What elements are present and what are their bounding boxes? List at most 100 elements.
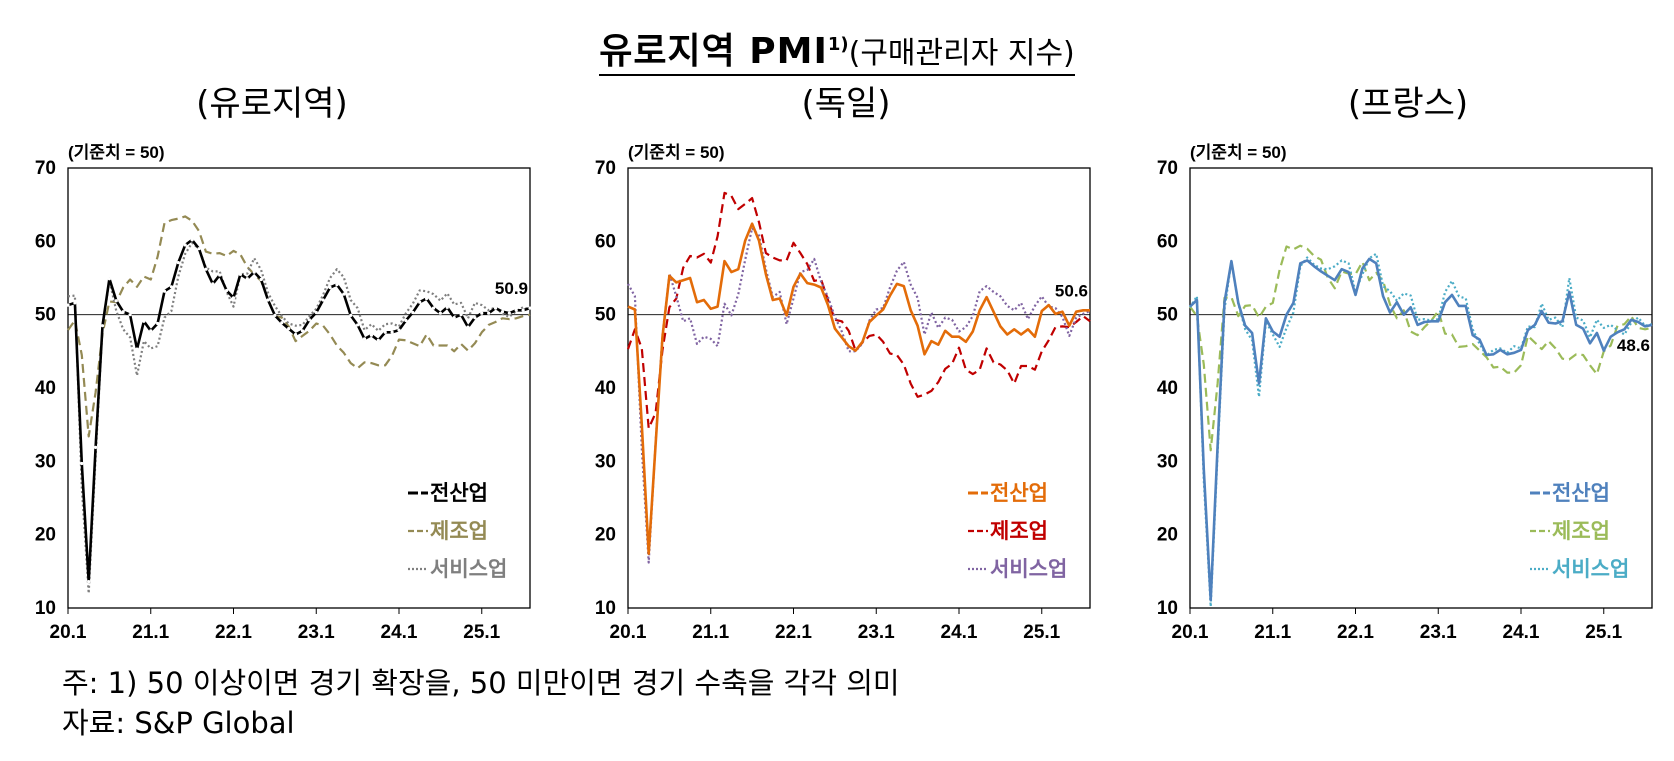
x-tick-label: 24.1: [941, 622, 978, 643]
data-point: [466, 325, 470, 329]
y-tick-label: 10: [1157, 598, 1178, 619]
data-point: [342, 292, 346, 296]
data-point: [211, 282, 215, 286]
chart-france: (기준치 = 50) 10 20 30 40 50 60 70 20.1 21.1 22.1 23.1…: [1157, 143, 1653, 643]
data-point: [383, 330, 387, 334]
data-point: [521, 308, 525, 312]
data-point: [238, 272, 242, 276]
y-tick-label: 40: [595, 378, 616, 399]
data-point: [107, 277, 111, 281]
data-point: [225, 288, 229, 293]
series-line-1: [1189, 244, 1653, 452]
data-point: [321, 298, 325, 302]
main-title: 유로지역 PMI1)(구매관리자 지수): [0, 22, 1674, 76]
data-point: [259, 277, 263, 282]
series-line-2: [67, 241, 531, 595]
legend-label: 전산업: [990, 482, 1048, 505]
series-line-1: [626, 191, 1091, 430]
legend-label: 전산업: [430, 482, 488, 505]
end-value-label: 50.9: [495, 279, 528, 298]
data-point: [480, 311, 484, 315]
data-point: [300, 329, 305, 333]
x-tick-label: 20.1: [50, 622, 87, 643]
y-tick-label: 50: [595, 305, 616, 326]
data-point: [487, 311, 491, 315]
main-title-subtitle: (구매관리자 지수): [848, 36, 1075, 71]
data-point: [500, 310, 505, 314]
data-point: [114, 299, 118, 303]
data-point: [204, 267, 208, 271]
data-point: [356, 323, 360, 327]
x-tick-label: 25.1: [1585, 622, 1622, 643]
y-tick-label: 70: [595, 158, 616, 179]
y-tick-label: 30: [1157, 451, 1178, 472]
data-point: [438, 311, 442, 315]
data-point: [397, 328, 401, 332]
data-point: [73, 301, 77, 305]
x-tick-label: 21.1: [692, 622, 729, 643]
x-tick-label: 20.1: [610, 622, 647, 643]
data-point: [280, 321, 284, 325]
data-point: [307, 318, 311, 322]
data-point: [369, 333, 374, 337]
data-point: [411, 310, 415, 315]
data-point: [156, 321, 160, 326]
panel-title-eurozone: (유로지역): [196, 84, 348, 124]
data-point: [121, 310, 125, 314]
data-point: [473, 316, 477, 320]
y-tick-label: 40: [35, 378, 56, 399]
series-line-2: [627, 226, 1091, 564]
y-tick-label: 50: [1157, 305, 1178, 326]
data-point: [100, 324, 105, 328]
footnote: 주: 1) 50 이상이면 경기 확장을, 50 미만이면 경기 수축을 각각 …: [62, 666, 900, 700]
y-tick-label: 60: [35, 231, 56, 252]
data-point: [128, 313, 132, 317]
data-point: [135, 347, 139, 351]
data-point: [424, 296, 429, 301]
data-point: [335, 283, 339, 287]
plot-frame: [1189, 167, 1653, 609]
unit-note: (기준치 = 50): [68, 143, 165, 162]
x-tick-label: 23.1: [1420, 622, 1457, 643]
data-point: [459, 313, 463, 317]
y-tick-label: 30: [595, 451, 616, 472]
series-line-1: [67, 215, 531, 438]
data-point: [93, 445, 98, 449]
data-point: [404, 318, 408, 323]
legend-label: 제조업: [430, 520, 488, 543]
x-tick-label: 24.1: [1503, 622, 1540, 643]
data-point: [190, 238, 194, 242]
data-point: [183, 243, 187, 247]
x-tick-label: 25.1: [1023, 622, 1060, 643]
y-tick-label: 20: [35, 525, 56, 546]
x-tick-label: 21.1: [1254, 622, 1291, 643]
data-point: [231, 296, 236, 300]
y-tick-label: 40: [1157, 378, 1178, 399]
x-tick-label: 22.1: [215, 622, 252, 643]
x-tick-label: 25.1: [463, 622, 500, 643]
x-tick-label: 21.1: [132, 622, 169, 643]
x-tick-label: 23.1: [858, 622, 895, 643]
panel-title-germany: (독일): [801, 84, 891, 124]
end-value-label: 48.6: [1617, 336, 1650, 355]
y-tick-label: 70: [1157, 158, 1178, 179]
y-tick-label: 20: [1157, 525, 1178, 546]
data-point: [528, 306, 532, 310]
unit-note: (기준치 = 50): [1190, 143, 1287, 162]
data-point: [162, 289, 167, 293]
data-point: [514, 308, 518, 312]
x-tick-label: 23.1: [298, 622, 335, 643]
panel-title-france: (프랑스): [1347, 84, 1469, 124]
y-tick-label: 10: [35, 598, 56, 619]
data-point: [176, 261, 180, 265]
chart-eurozone: (기준치 = 50) 10 20 30 40 50 60 70 20.1 21.1 22.1 23.1…: [35, 143, 532, 643]
y-tick-label: 50: [35, 305, 56, 326]
data-point: [445, 305, 449, 309]
data-point: [431, 306, 436, 310]
legend-label: 전산업: [1552, 482, 1610, 505]
data-point: [142, 319, 146, 323]
series-line-0: [1189, 257, 1653, 602]
main-title-footnote-mark: 1): [827, 34, 849, 55]
y-tick-label: 10: [595, 598, 616, 619]
plot-frame: [627, 167, 1091, 609]
